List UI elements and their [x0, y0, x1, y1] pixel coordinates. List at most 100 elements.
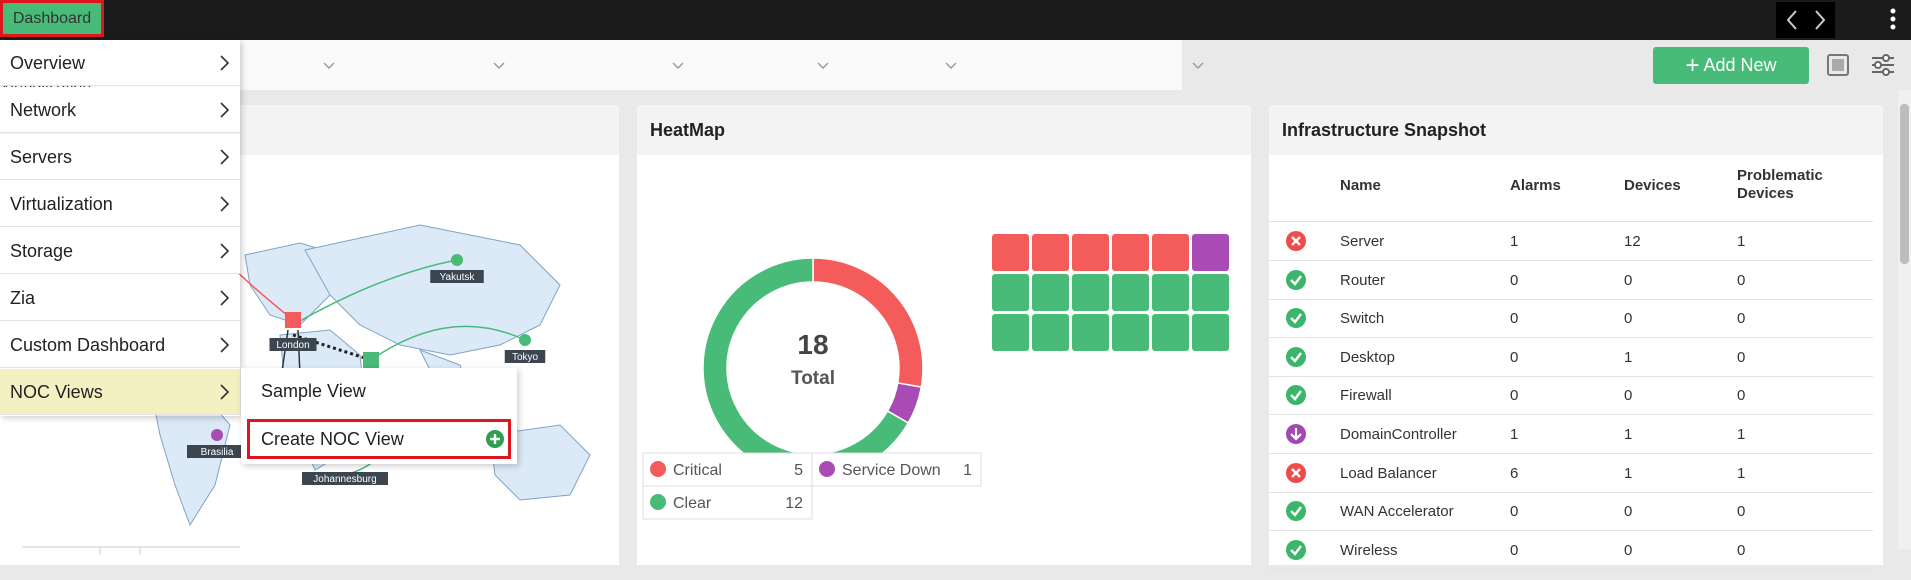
heat-cell[interactable]: [992, 274, 1029, 311]
heat-cell[interactable]: [1032, 234, 1069, 271]
table-number: 0: [1624, 541, 1633, 559]
status-icon: [1286, 501, 1306, 522]
column-header: Devices: [1624, 177, 1681, 194]
menu-item[interactable]: Storage: [0, 228, 240, 274]
table-number: 1: [1737, 426, 1746, 443]
table-number: 0: [1510, 310, 1519, 328]
table-number: 1: [1624, 426, 1633, 443]
status-icon: [1286, 346, 1306, 367]
status-icon: [1286, 539, 1306, 560]
table-number: 0: [1737, 387, 1746, 405]
menu-item[interactable]: Network: [0, 87, 240, 133]
table-number: 0: [1737, 310, 1746, 328]
table-number: 0: [1510, 271, 1519, 289]
menu-item[interactable]: Overview: [0, 40, 240, 86]
heat-cell[interactable]: [1152, 234, 1189, 271]
table-number: 0: [1737, 503, 1746, 521]
table-number: 0: [1624, 503, 1633, 521]
menu-item[interactable]: NOC Views: [0, 369, 240, 415]
fullscreen-icon[interactable]: [1822, 50, 1854, 80]
snapshot-title: Infrastructure Snapshot: [1269, 105, 1883, 155]
table-number: 0: [1510, 503, 1519, 521]
nav-arrows[interactable]: [1776, 2, 1835, 38]
snapshot-widget: Infrastructure Snapshot Name Alarms Device…: [1269, 105, 1883, 570]
legend-count: 5: [794, 462, 803, 479]
menu-item[interactable]: Zia: [0, 275, 240, 321]
menu-item[interactable]: Servers: [0, 134, 240, 180]
legend-count: 12: [785, 495, 803, 512]
heat-cell[interactable]: [1152, 274, 1189, 311]
settings-icon[interactable]: [1868, 50, 1898, 80]
table-number: 1: [1624, 348, 1633, 366]
row-rule: [1269, 337, 1873, 339]
row-rule: [1269, 568, 1873, 570]
heat-cell[interactable]: [1072, 274, 1109, 311]
heat-cell[interactable]: [992, 314, 1029, 351]
map-label-bg: [269, 338, 317, 351]
submenu-item[interactable]: Create NOC View: [247, 419, 511, 459]
device-name: Desktop: [1340, 348, 1396, 366]
device-name: Switch: [1340, 310, 1385, 328]
active-tab[interactable]: Dashboard: [0, 0, 104, 37]
menu-item[interactable]: Custom Dashboard: [0, 322, 240, 368]
table-number: 0: [1624, 387, 1633, 405]
table-number: 0: [1624, 271, 1633, 289]
legend-name: Critical: [673, 462, 722, 479]
device-name: Server: [1340, 233, 1385, 250]
heat-cell[interactable]: [1152, 314, 1189, 351]
row-rule: [1269, 491, 1873, 493]
heat-cell[interactable]: [1032, 314, 1069, 351]
table-number: 1: [1737, 464, 1746, 482]
heat-cell[interactable]: [1192, 234, 1229, 271]
map-label: Johannesburg: [313, 474, 376, 485]
table-number: 0: [1510, 387, 1519, 405]
row-rule: [1269, 298, 1873, 300]
heat-cell[interactable]: [1032, 274, 1069, 311]
table-number: 12: [1624, 233, 1641, 250]
heat-cell[interactable]: [1072, 314, 1109, 351]
legend-name: Clear: [673, 495, 712, 512]
row-rule: [1269, 530, 1873, 532]
table-number: 6: [1510, 464, 1519, 482]
table-number: 1: [1624, 464, 1633, 482]
status-icon: [1286, 269, 1306, 290]
map-label-bg: [504, 350, 546, 363]
legend-count: 1: [963, 462, 972, 479]
add-new-label: Add New: [1703, 55, 1777, 75]
legend-name: Service Down: [842, 462, 941, 479]
dashboard-dropdown: Overview Network Servers Virtualization Stor…: [0, 40, 240, 416]
device-name: DomainController: [1340, 426, 1457, 443]
device-name: Wireless: [1340, 541, 1398, 559]
submenu-item[interactable]: Sample View: [261, 381, 366, 401]
menu-item[interactable]: Virtualization: [0, 181, 240, 227]
heat-cell[interactable]: [1112, 234, 1149, 271]
table-number: 0: [1737, 348, 1746, 366]
status-icon: [1286, 462, 1306, 483]
status-icon: [1286, 424, 1306, 444]
heat-cell[interactable]: [1072, 234, 1109, 271]
heat-cell[interactable]: [1192, 314, 1229, 351]
total-count: 18: [797, 329, 828, 360]
table-number: 1: [1737, 233, 1746, 250]
row-rule: [1269, 453, 1873, 454]
column-header: Name: [1340, 177, 1381, 194]
legend-dot: [650, 461, 666, 477]
heat-cell[interactable]: [1192, 274, 1229, 311]
add-new-button[interactable]: + Add New: [1653, 47, 1809, 84]
heat-cell[interactable]: [1112, 314, 1149, 351]
kebab-menu[interactable]: [1886, 6, 1900, 34]
table-number: 0: [1510, 348, 1519, 366]
device-name: Load Balancer: [1340, 464, 1437, 482]
heat-cell[interactable]: [992, 234, 1029, 271]
total-label: Total: [791, 368, 835, 389]
row-rule: [1269, 260, 1873, 261]
table-number: 0: [1510, 541, 1519, 559]
map-label: Tokyo: [512, 352, 539, 363]
heatmap-title: HeatMap: [637, 105, 1251, 155]
heat-cell[interactable]: [1112, 274, 1149, 311]
heatmap-chart: 18 Total Critical 5 Service Down 1 Clear 12: [642, 234, 1229, 520]
snapshot-table: Name Alarms Devices Problematic Devices Serv…: [1269, 155, 1883, 570]
row-rule: [1269, 414, 1873, 416]
scrollbar[interactable]: [1898, 90, 1911, 549]
table-number: 0: [1737, 541, 1746, 559]
